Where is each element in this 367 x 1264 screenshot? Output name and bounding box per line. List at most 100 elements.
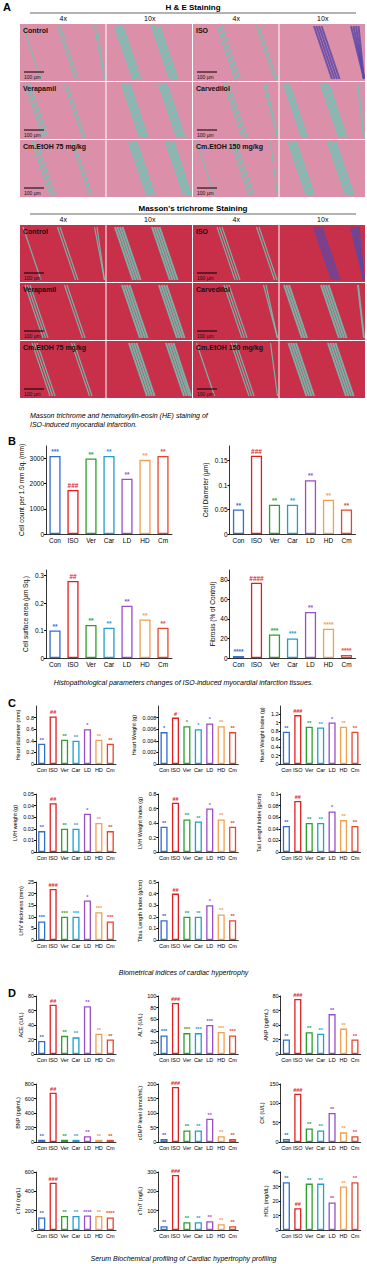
svg-text:HD: HD [217, 855, 225, 861]
svg-text:**: ** [341, 1125, 346, 1131]
svg-text:50: 50 [273, 1120, 279, 1126]
svg-text:100 µm: 100 µm [197, 275, 214, 281]
svg-text:Cm: Cm [351, 1145, 360, 1151]
svg-text:Biometrical indices of cardiac: Biometrical indices of cardiac hypertrop… [119, 969, 249, 977]
svg-text:B: B [8, 435, 16, 447]
svg-text:Tibia Length Index (g/cm): Tibia Length Index (g/cm) [137, 880, 143, 942]
svg-text:0.6: 0.6 [271, 736, 279, 742]
svg-text:**: ** [40, 1210, 45, 1216]
svg-text:***: *** [61, 910, 68, 916]
svg-text:Cm: Cm [106, 943, 115, 949]
svg-text:0: 0 [276, 1051, 279, 1057]
svg-text:60: 60 [220, 596, 228, 603]
svg-text:200: 200 [147, 1188, 156, 1194]
svg-text:20: 20 [28, 1037, 34, 1043]
svg-text:**: ** [353, 819, 358, 825]
svg-text:ISO: ISO [196, 228, 209, 235]
svg-text:Cm: Cm [158, 661, 168, 668]
svg-text:**: ** [88, 451, 94, 458]
svg-text:25: 25 [28, 879, 34, 885]
svg-text:###: ### [49, 882, 58, 888]
svg-text:100 µm: 100 µm [24, 391, 41, 397]
svg-text:400: 400 [25, 1110, 34, 1116]
svg-text:LD: LD [84, 1145, 91, 1151]
svg-text:Cm: Cm [228, 1057, 237, 1063]
svg-text:**: ** [284, 1175, 289, 1181]
svg-text:LD: LD [306, 537, 315, 544]
svg-text:**: ** [74, 822, 79, 828]
svg-text:0.4: 0.4 [271, 744, 279, 750]
svg-text:Ver: Ver [270, 661, 281, 668]
svg-text:0.05: 0.05 [215, 506, 228, 513]
svg-text:##: ## [50, 796, 56, 802]
svg-text:Ver: Ver [183, 855, 191, 861]
svg-text:**: ** [162, 1132, 167, 1138]
svg-text:ACE (U/L): ACE (U/L) [18, 1012, 24, 1037]
svg-text:**: ** [319, 1177, 324, 1183]
svg-text:Con: Con [49, 537, 61, 544]
svg-text:Cm.EtOH 75 mg/kg: Cm.EtOH 75 mg/kg [23, 143, 86, 151]
svg-text:4x: 4x [60, 216, 68, 223]
svg-text:0: 0 [31, 849, 34, 855]
svg-text:100 µm: 100 µm [24, 74, 41, 80]
svg-text:Cm: Cm [106, 1233, 115, 1239]
svg-text:Ver: Ver [60, 1145, 68, 1151]
svg-text:LD: LD [206, 1145, 213, 1151]
svg-text:**: ** [74, 1209, 79, 1215]
svg-text:LD: LD [206, 1233, 213, 1239]
svg-text:**: ** [236, 502, 242, 509]
svg-text:20: 20 [28, 891, 34, 897]
svg-text:ISO: ISO [171, 1057, 181, 1063]
svg-text:**: ** [142, 452, 148, 459]
svg-text:Car: Car [316, 855, 325, 861]
svg-text:HD: HD [95, 767, 103, 773]
svg-text:**: ** [341, 1022, 346, 1028]
svg-text:Car: Car [72, 1233, 81, 1239]
svg-text:Cm: Cm [228, 767, 237, 773]
svg-text:Con: Con [159, 1145, 169, 1151]
svg-text:0.8: 0.8 [271, 728, 279, 734]
svg-text:**: ** [319, 1123, 324, 1129]
svg-text:*: * [331, 716, 334, 722]
svg-text:Car: Car [104, 661, 115, 668]
svg-text:**: ** [341, 813, 346, 819]
svg-text:###: ### [171, 1168, 180, 1174]
svg-text:**: ** [307, 816, 312, 822]
svg-text:Cm: Cm [106, 1057, 115, 1063]
svg-text:**: ** [185, 1215, 190, 1221]
svg-text:***: *** [218, 1025, 225, 1031]
svg-text:**: ** [62, 1133, 67, 1139]
svg-text:Fibrosis (% of Control): Fibrosis (% of Control) [209, 582, 217, 647]
svg-text:**: ** [307, 1025, 312, 1031]
svg-text:Carvedilol: Carvedilol [196, 286, 230, 293]
svg-text:**: ** [230, 1219, 235, 1225]
svg-text:**: ** [230, 725, 235, 731]
svg-text:2000: 2000 [30, 480, 45, 487]
svg-text:HD: HD [95, 943, 103, 949]
svg-text:100 µm: 100 µm [24, 132, 41, 138]
svg-text:0.8: 0.8 [149, 791, 157, 797]
svg-text:****: **** [233, 648, 244, 655]
svg-text:**: ** [290, 497, 296, 504]
svg-text:*: * [209, 802, 212, 808]
svg-text:LD: LD [84, 1233, 91, 1239]
svg-text:0.008: 0.008 [143, 715, 157, 721]
svg-text:Ver: Ver [183, 767, 191, 773]
svg-text:*: * [331, 804, 334, 810]
svg-text:10x: 10x [317, 216, 329, 223]
svg-text:0.01: 0.01 [23, 837, 34, 843]
svg-text:**: ** [52, 623, 58, 630]
svg-text:Con: Con [159, 1057, 169, 1063]
svg-text:0: 0 [40, 655, 44, 662]
svg-text:**: ** [106, 448, 112, 455]
svg-text:100 µm: 100 µm [24, 333, 41, 339]
svg-text:LVH Weight Index (g): LVH Weight Index (g) [137, 797, 143, 849]
svg-text:**: ** [97, 733, 102, 739]
svg-text:Con: Con [37, 1233, 47, 1239]
svg-text:Ver: Ver [270, 537, 281, 544]
svg-text:10x: 10x [317, 15, 329, 22]
svg-text:Ver: Ver [86, 661, 97, 668]
svg-text:40: 40 [273, 1169, 279, 1175]
svg-text:HD: HD [340, 767, 348, 773]
svg-text:**: ** [40, 824, 45, 830]
